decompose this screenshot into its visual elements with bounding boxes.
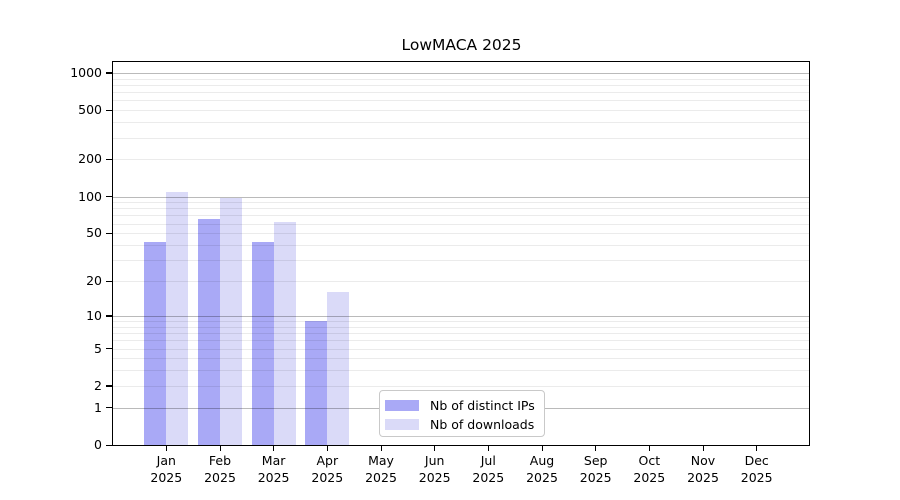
x-tick-aug bbox=[541, 445, 543, 451]
x-tick-label-apr: Apr 2025 bbox=[311, 453, 344, 485]
x-tick-jul bbox=[487, 445, 490, 451]
y-tick-10 bbox=[106, 315, 112, 317]
x-tick-label-sep: Sep 2025 bbox=[579, 453, 612, 485]
x-tick-label-jul: Jul 2025 bbox=[472, 453, 505, 485]
y-tick-20 bbox=[106, 280, 112, 282]
y-tick-500 bbox=[106, 109, 112, 111]
x-tick-mar bbox=[273, 445, 275, 451]
bar-downloads-apr bbox=[327, 292, 350, 445]
y-tick-200 bbox=[106, 158, 112, 161]
x-tick-label-dec: Dec 2025 bbox=[740, 453, 773, 485]
y-tick-1000 bbox=[106, 72, 112, 74]
legend-entry-distinct-ips: Nb of distinct IPs bbox=[385, 396, 544, 415]
plot-area: Nb of distinct IPs Nb of downloads bbox=[113, 62, 810, 445]
x-tick-may bbox=[380, 445, 382, 451]
legend-entry-downloads: Nb of downloads bbox=[385, 415, 544, 434]
x-tick-nov bbox=[702, 445, 704, 451]
y-tick-2 bbox=[106, 385, 112, 387]
bar-distinct-ips-apr bbox=[305, 321, 328, 445]
y-tick-label-50: 50 bbox=[86, 225, 102, 241]
y-tick-label-1000: 1000 bbox=[70, 64, 102, 80]
x-tick-apr bbox=[326, 445, 329, 451]
x-tick-label-feb: Feb 2025 bbox=[204, 453, 236, 485]
x-tick-oct bbox=[648, 445, 651, 451]
x-tick-sep bbox=[595, 445, 597, 451]
legend-label-distinct-ips: Nb of distinct IPs bbox=[430, 398, 535, 413]
bar-distinct-ips-mar bbox=[251, 242, 274, 445]
y-tick-label-200: 200 bbox=[78, 151, 102, 167]
bar-downloads-feb bbox=[220, 198, 242, 445]
y-tick-label-5: 5 bbox=[94, 340, 102, 356]
x-tick-label-jan: Jan 2025 bbox=[150, 453, 183, 485]
y-tick-50 bbox=[106, 232, 112, 235]
y-tick-5 bbox=[106, 348, 112, 350]
x-tick-jun bbox=[434, 445, 436, 451]
y-tick-label-20: 20 bbox=[86, 273, 102, 288]
legend: Nb of distinct IPs Nb of downloads bbox=[379, 390, 545, 437]
legend-label-downloads: Nb of downloads bbox=[430, 417, 535, 432]
bar-downloads-jan bbox=[166, 192, 189, 445]
bar-downloads-mar bbox=[273, 221, 296, 445]
y-tick-100 bbox=[106, 196, 112, 198]
x-tick-label-nov: Nov 2025 bbox=[687, 453, 719, 485]
y-tick-label-100: 100 bbox=[78, 188, 102, 204]
x-tick-label-aug: Aug 2025 bbox=[526, 453, 558, 485]
x-tick-label-jun: Jun 2025 bbox=[418, 453, 451, 485]
bar-distinct-ips-feb bbox=[198, 219, 220, 445]
y-tick-0 bbox=[106, 444, 112, 446]
chart-title: LowMACA 2025 bbox=[401, 36, 522, 54]
x-tick-label-may: May 2025 bbox=[365, 453, 397, 485]
x-tick-label-mar: Mar 2025 bbox=[257, 453, 290, 485]
y-tick-1 bbox=[106, 407, 112, 409]
bars-layer bbox=[113, 62, 810, 445]
legend-swatch-distinct-ips bbox=[385, 400, 419, 411]
y-tick-label-10: 10 bbox=[86, 307, 102, 323]
x-tick-feb bbox=[219, 445, 221, 451]
y-tick-label-1: 1 bbox=[94, 399, 102, 415]
y-tick-label-0: 0 bbox=[94, 437, 102, 452]
legend-swatch-downloads bbox=[385, 419, 419, 430]
y-tick-label-500: 500 bbox=[78, 102, 102, 118]
x-tick-label-oct: Oct 2025 bbox=[633, 453, 666, 485]
x-tick-jan bbox=[165, 445, 168, 451]
x-tick-dec bbox=[756, 445, 758, 451]
y-tick-label-2: 2 bbox=[94, 377, 102, 393]
bar-distinct-ips-jan bbox=[144, 242, 167, 445]
